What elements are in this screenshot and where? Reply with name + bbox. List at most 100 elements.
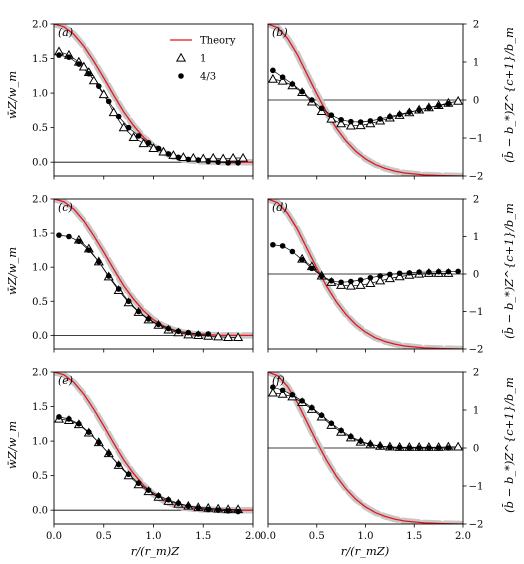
- y-tick-label: 2.0: [32, 195, 48, 206]
- point-series-4-3: [318, 105, 325, 112]
- point-series-4-3: [309, 97, 315, 103]
- point-series-4-3: [387, 113, 393, 120]
- point-series-4-3: [416, 107, 422, 113]
- plot-area: [54, 24, 253, 166]
- point-series-4-3: [155, 492, 162, 499]
- point-series-1: [178, 152, 189, 161]
- y-tick-label: −2: [469, 345, 484, 356]
- point-series-4-3: [155, 145, 162, 152]
- legend: Theory 1 4/3: [170, 36, 236, 83]
- point-series-4-3: [195, 331, 202, 337]
- y-tick-label: −1: [469, 482, 484, 493]
- point-series-4-3: [348, 118, 354, 125]
- point-series-4-3: [175, 154, 182, 161]
- theory-line: [268, 199, 463, 349]
- point-series-4-3: [396, 444, 403, 451]
- point-series-1: [345, 120, 356, 130]
- panel-c: 0.0 0.5 1.0 1.5 2.0 (c): [32, 195, 254, 353]
- point-series-4-3: [435, 268, 442, 275]
- point-series-4-3: [76, 238, 82, 245]
- point-series-4-3: [455, 268, 461, 275]
- svg-text:w̄Z/w_m: w̄Z/w_m: [5, 247, 19, 295]
- y-tick-label: −1: [469, 134, 484, 145]
- x-tick-label: 1.0: [358, 531, 374, 542]
- x-tick-label: 0.0: [260, 531, 276, 542]
- y-tick-label: 1.5: [32, 229, 48, 240]
- point-series-4-3: [56, 414, 62, 420]
- point-series-4-3: [135, 480, 142, 487]
- y-tick-label: 1: [473, 58, 479, 69]
- point-series-4-3: [338, 427, 344, 434]
- y-tick-label: 2: [473, 195, 479, 206]
- series-1-line: [58, 418, 239, 510]
- x-tick-label: 2.0: [455, 531, 471, 542]
- panel-label: (e): [58, 374, 73, 387]
- point-series-4-3: [396, 111, 403, 118]
- point-series-1: [198, 153, 209, 163]
- point-series-4-3: [445, 268, 452, 275]
- y-tick-label: −2: [469, 520, 484, 531]
- point-series-4-3: [435, 102, 442, 109]
- x-tick-label: 0.5: [96, 531, 112, 542]
- point-series-4-3: [338, 116, 344, 123]
- y-tick-label: 0.0: [32, 158, 48, 169]
- panel-label: (b): [272, 26, 288, 39]
- x-tick-label: 0.5: [309, 531, 325, 542]
- point-series-4-3: [165, 325, 172, 332]
- point-series-4-3: [416, 269, 422, 275]
- panel-f: −2 −1 0 1 2 0.0 0.5 1.0 1.5 2.0 (f): [260, 368, 483, 543]
- y-tick-label: 2.0: [32, 368, 48, 379]
- point-series-1: [453, 441, 463, 451]
- point-series-4-3: [367, 274, 374, 281]
- point-series-4-3: [86, 247, 92, 253]
- point-series-4-3: [125, 124, 132, 131]
- point-series-1: [394, 271, 405, 281]
- point-series-4-3: [309, 404, 315, 411]
- x-axis-label-right: r/(r_mZ): [341, 544, 390, 558]
- series-4-3-line: [58, 234, 209, 335]
- point-series-1: [98, 89, 109, 99]
- panel-a: 0.0 0.5 1.0 1.5 2.0 (a) Theory 1 4/3: [32, 20, 254, 180]
- point-series-1: [345, 280, 356, 290]
- panel-e: 0.0 0.5 1.0 1.5 2.0 0.0 0.5 1.0 1.5 2.0 (e): [32, 368, 261, 543]
- point-series-4-3: [426, 445, 432, 451]
- point-series-4-3: [105, 450, 112, 457]
- point-series-4-3: [435, 445, 442, 451]
- legend-series-1-label: 1: [200, 54, 206, 65]
- point-series-4-3: [406, 109, 413, 115]
- point-series-4-3: [357, 277, 364, 283]
- point-series-4-3: [426, 104, 432, 111]
- legend-series-1-marker: [175, 52, 187, 62]
- point-series-4-3: [309, 265, 315, 272]
- plot-area: [268, 199, 463, 349]
- plot-area: [268, 372, 463, 524]
- point-series-4-3: [145, 140, 152, 146]
- point-series-4-3: [105, 98, 112, 105]
- point-series-4-3: [279, 387, 286, 394]
- svg-text:w̄Z/w_m: w̄Z/w_m: [5, 71, 19, 119]
- point-series-4-3: [387, 444, 393, 451]
- y-tick-label: 1.5: [32, 402, 48, 413]
- point-series-4-3: [76, 421, 82, 427]
- point-series-1: [148, 143, 159, 153]
- plot-area: [268, 24, 463, 176]
- plot-area: [54, 372, 253, 515]
- y-tick-label: 1: [473, 232, 479, 243]
- point-series-4-3: [175, 500, 182, 507]
- point-series-4-3: [115, 286, 122, 292]
- point-series-4-3: [66, 233, 72, 240]
- point-series-1: [88, 75, 99, 85]
- point-series-4-3: [377, 116, 383, 122]
- point-series-4-3: [357, 438, 364, 444]
- point-series-4-3: [215, 507, 221, 513]
- point-series-4-3: [56, 52, 62, 58]
- point-series-4-3: [225, 160, 231, 166]
- point-series-4-3: [270, 67, 276, 74]
- y-tick-label: 2.0: [32, 20, 48, 31]
- point-series-4-3: [125, 298, 132, 305]
- point-series-1: [336, 118, 347, 128]
- point-series-1: [188, 152, 199, 162]
- theory-line: [54, 199, 253, 337]
- panel-label: (a): [58, 26, 73, 39]
- point-series-1: [453, 95, 463, 105]
